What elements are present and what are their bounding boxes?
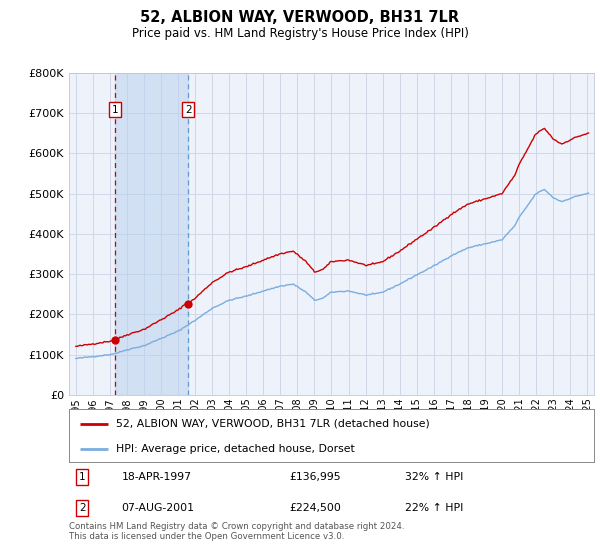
Text: 22% ↑ HPI: 22% ↑ HPI — [405, 503, 463, 512]
Text: £136,995: £136,995 — [290, 472, 341, 482]
Text: £224,500: £224,500 — [290, 503, 341, 512]
Text: 2: 2 — [185, 105, 191, 115]
Text: Contains HM Land Registry data © Crown copyright and database right 2024.
This d: Contains HM Land Registry data © Crown c… — [69, 522, 404, 542]
Text: 32% ↑ HPI: 32% ↑ HPI — [405, 472, 463, 482]
Text: HPI: Average price, detached house, Dorset: HPI: Average price, detached house, Dors… — [116, 444, 355, 454]
Text: 52, ALBION WAY, VERWOOD, BH31 7LR (detached house): 52, ALBION WAY, VERWOOD, BH31 7LR (detac… — [116, 419, 430, 429]
Text: 52, ALBION WAY, VERWOOD, BH31 7LR: 52, ALBION WAY, VERWOOD, BH31 7LR — [140, 10, 460, 25]
Bar — [115, 73, 188, 395]
Text: 1: 1 — [112, 105, 118, 115]
Text: 07-AUG-2001: 07-AUG-2001 — [121, 503, 194, 512]
Text: 2: 2 — [79, 503, 85, 512]
Text: 1: 1 — [79, 472, 85, 482]
Text: 18-APR-1997: 18-APR-1997 — [121, 472, 191, 482]
Text: Price paid vs. HM Land Registry's House Price Index (HPI): Price paid vs. HM Land Registry's House … — [131, 27, 469, 40]
